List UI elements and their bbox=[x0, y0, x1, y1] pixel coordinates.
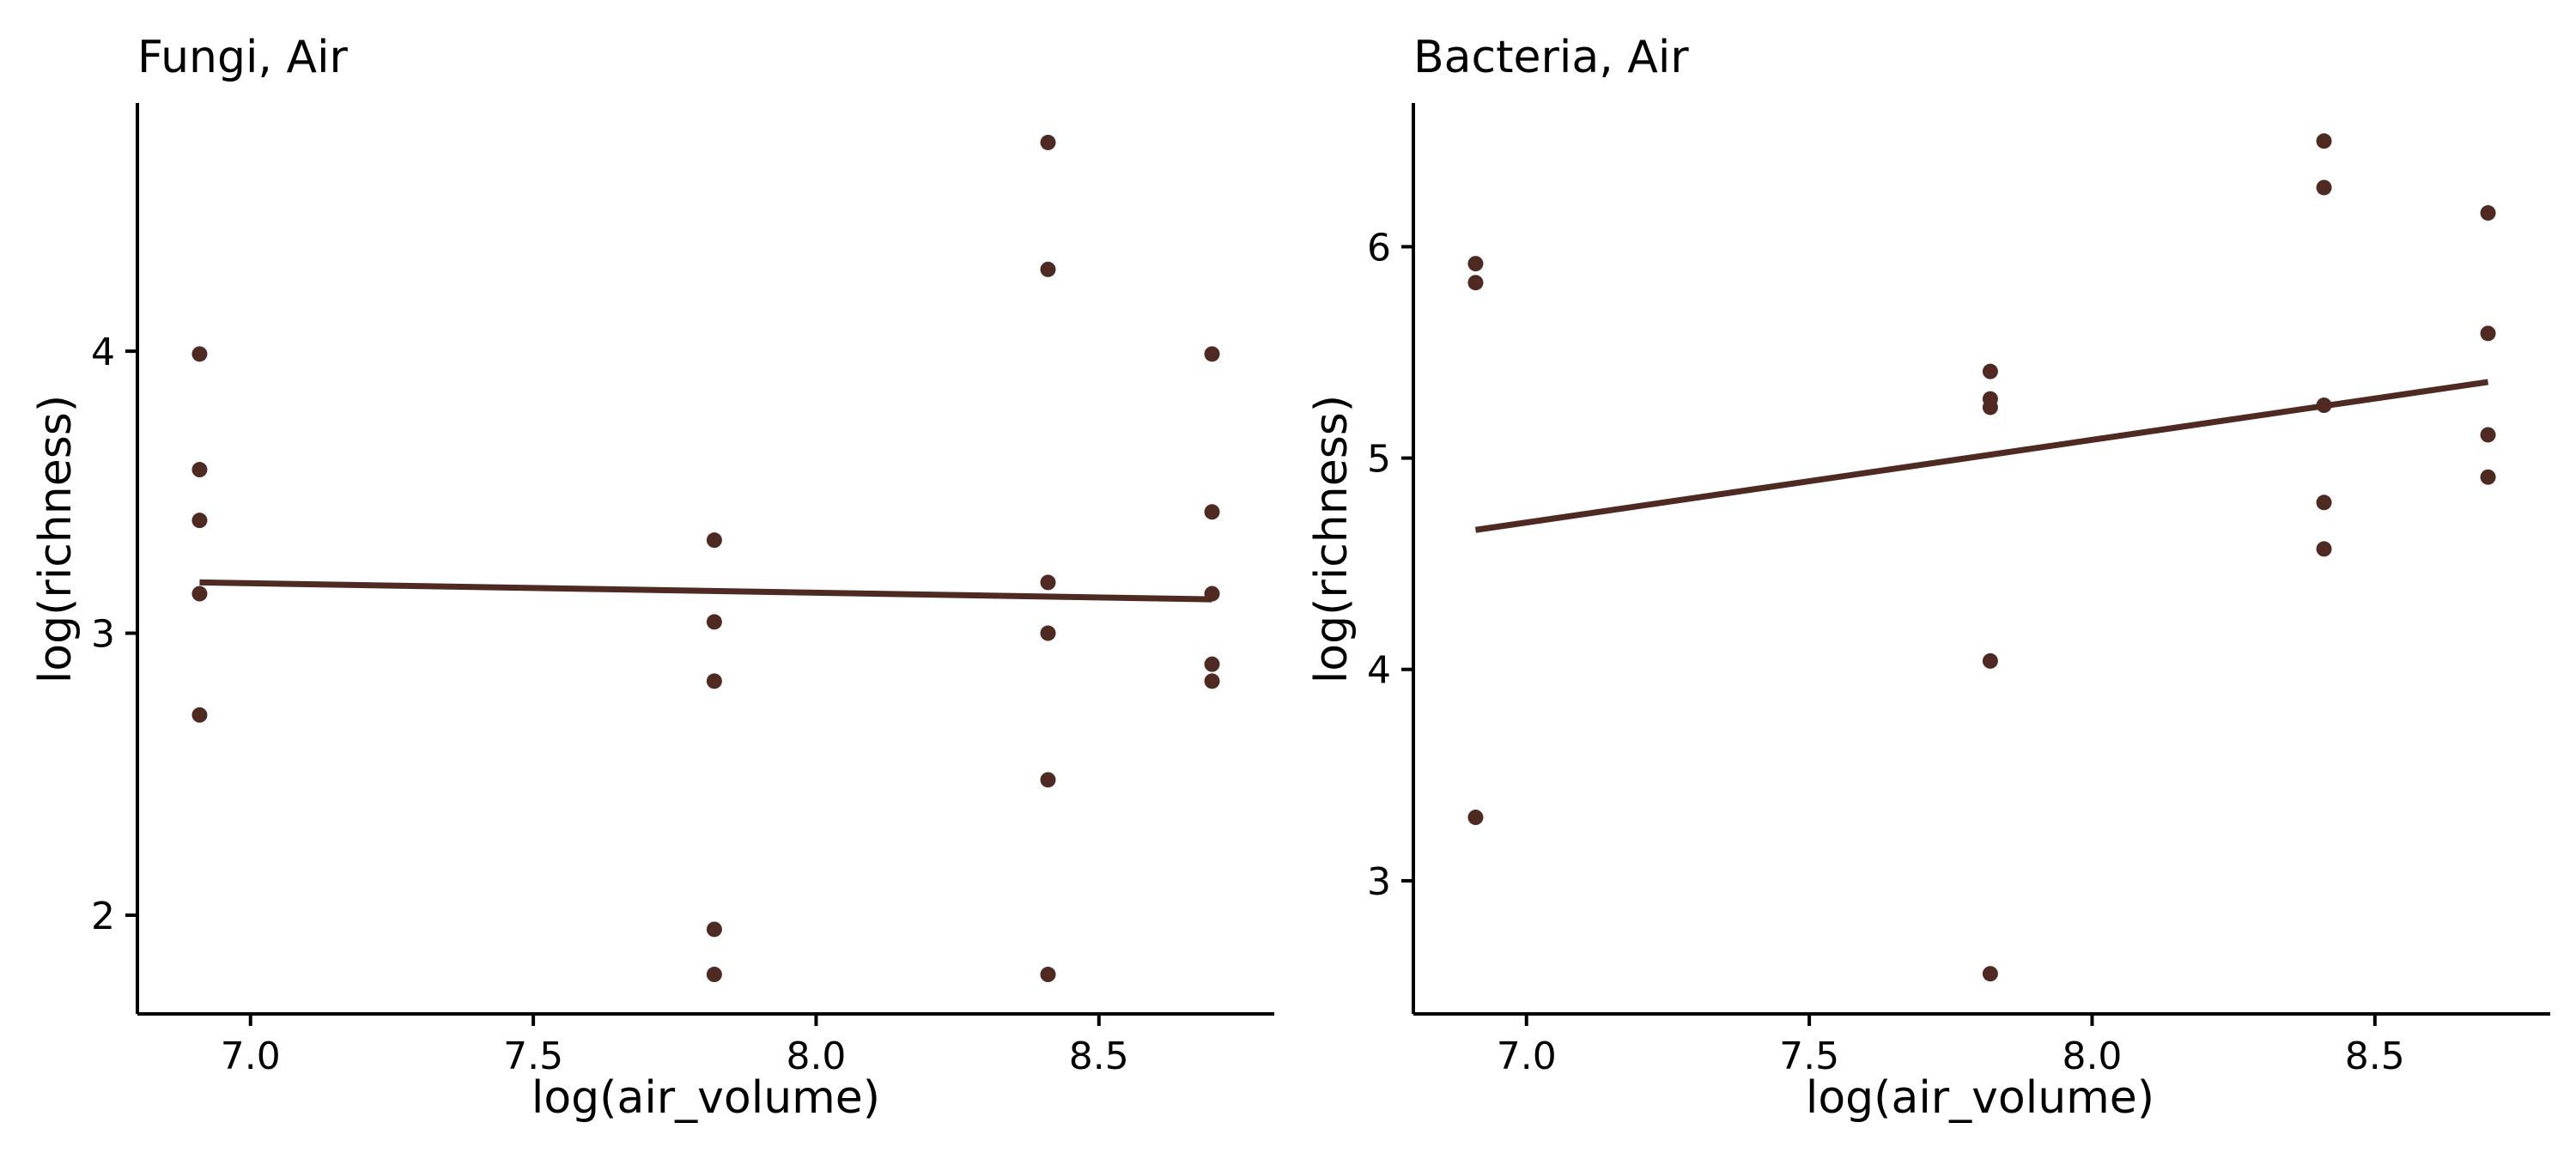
data-point bbox=[2480, 469, 2496, 485]
panel-title: Bacteria, Air bbox=[1413, 32, 1689, 83]
data-point bbox=[1204, 656, 1220, 672]
y-tick-label: 4 bbox=[91, 331, 115, 374]
x-axis-title: log(air_volume) bbox=[1806, 1072, 2154, 1124]
data-point bbox=[1204, 673, 1220, 689]
data-point bbox=[191, 513, 208, 529]
data-point bbox=[2316, 495, 2332, 511]
data-point bbox=[2316, 133, 2332, 149]
y-tick-label: 3 bbox=[91, 613, 115, 657]
data-point bbox=[1040, 625, 1056, 641]
y-tick-label: 5 bbox=[1367, 438, 1391, 482]
data-point bbox=[1982, 966, 1998, 982]
data-point bbox=[1040, 574, 1056, 591]
data-point bbox=[1467, 256, 1484, 272]
x-tick-label: 8.0 bbox=[2062, 1035, 2122, 1078]
data-point bbox=[2316, 397, 2332, 414]
y-axis-title: log(richness) bbox=[30, 395, 82, 683]
panel-fungi-air: Fungi, Air log(richness) log(air_volume)… bbox=[30, 32, 1274, 1124]
x-tick-label: 8.5 bbox=[1069, 1035, 1129, 1078]
data-point bbox=[1982, 652, 1998, 669]
x-axis-title: log(air_volume) bbox=[532, 1072, 880, 1124]
data-point bbox=[2316, 179, 2332, 196]
panel-bacteria-air: Bacteria, Air log(richness) log(air_volu… bbox=[1306, 32, 2550, 1124]
data-point bbox=[1040, 134, 1056, 150]
points-layer bbox=[1467, 133, 2496, 982]
x-tick-label: 8.0 bbox=[786, 1035, 846, 1078]
data-point bbox=[191, 707, 208, 723]
data-point bbox=[706, 673, 722, 689]
data-point bbox=[1040, 967, 1056, 983]
y-axis-title-wrap: log(richness) bbox=[1306, 395, 1358, 683]
x-tick-label: 8.5 bbox=[2345, 1035, 2405, 1078]
data-point bbox=[706, 614, 722, 630]
points-layer bbox=[191, 134, 1220, 983]
data-point bbox=[1467, 810, 1484, 826]
data-point bbox=[2316, 541, 2332, 557]
y-tick-label: 4 bbox=[1367, 649, 1391, 693]
data-point bbox=[1040, 772, 1056, 788]
y-tick-label: 6 bbox=[1367, 226, 1391, 270]
fit-layer bbox=[199, 579, 1212, 603]
data-point bbox=[1982, 363, 1998, 379]
y-tick-label: 3 bbox=[1367, 860, 1391, 904]
data-point bbox=[1982, 399, 1998, 416]
data-point bbox=[706, 967, 722, 983]
data-point bbox=[1204, 504, 1220, 520]
data-point bbox=[2480, 427, 2496, 443]
y-axis-title-wrap: log(richness) bbox=[30, 395, 82, 683]
data-point bbox=[1040, 261, 1056, 277]
data-point bbox=[191, 586, 208, 602]
data-point bbox=[1467, 275, 1484, 291]
panel-title: Fungi, Air bbox=[137, 32, 349, 83]
fit-line bbox=[199, 579, 1212, 603]
x-tick-label: 7.5 bbox=[503, 1035, 563, 1078]
x-tick-label: 7.5 bbox=[1779, 1035, 1839, 1078]
data-point bbox=[706, 532, 722, 549]
axes-layer: 7.0 7.5 8.0 8.5 2 3 4 bbox=[91, 103, 1274, 1078]
axes-layer: 7.0 7.5 8.0 8.5 3 4 5 6 bbox=[1367, 103, 2550, 1078]
y-axis-title: log(richness) bbox=[1306, 395, 1358, 683]
data-point bbox=[1204, 346, 1220, 362]
data-point bbox=[191, 346, 208, 362]
data-point bbox=[706, 921, 722, 938]
y-tick-label: 2 bbox=[91, 895, 115, 938]
data-point bbox=[2480, 325, 2496, 342]
data-point bbox=[2480, 205, 2496, 221]
x-tick-label: 7.0 bbox=[1497, 1035, 1557, 1078]
data-point bbox=[1204, 586, 1220, 602]
data-point bbox=[191, 462, 208, 478]
x-tick-label: 7.0 bbox=[221, 1035, 281, 1078]
